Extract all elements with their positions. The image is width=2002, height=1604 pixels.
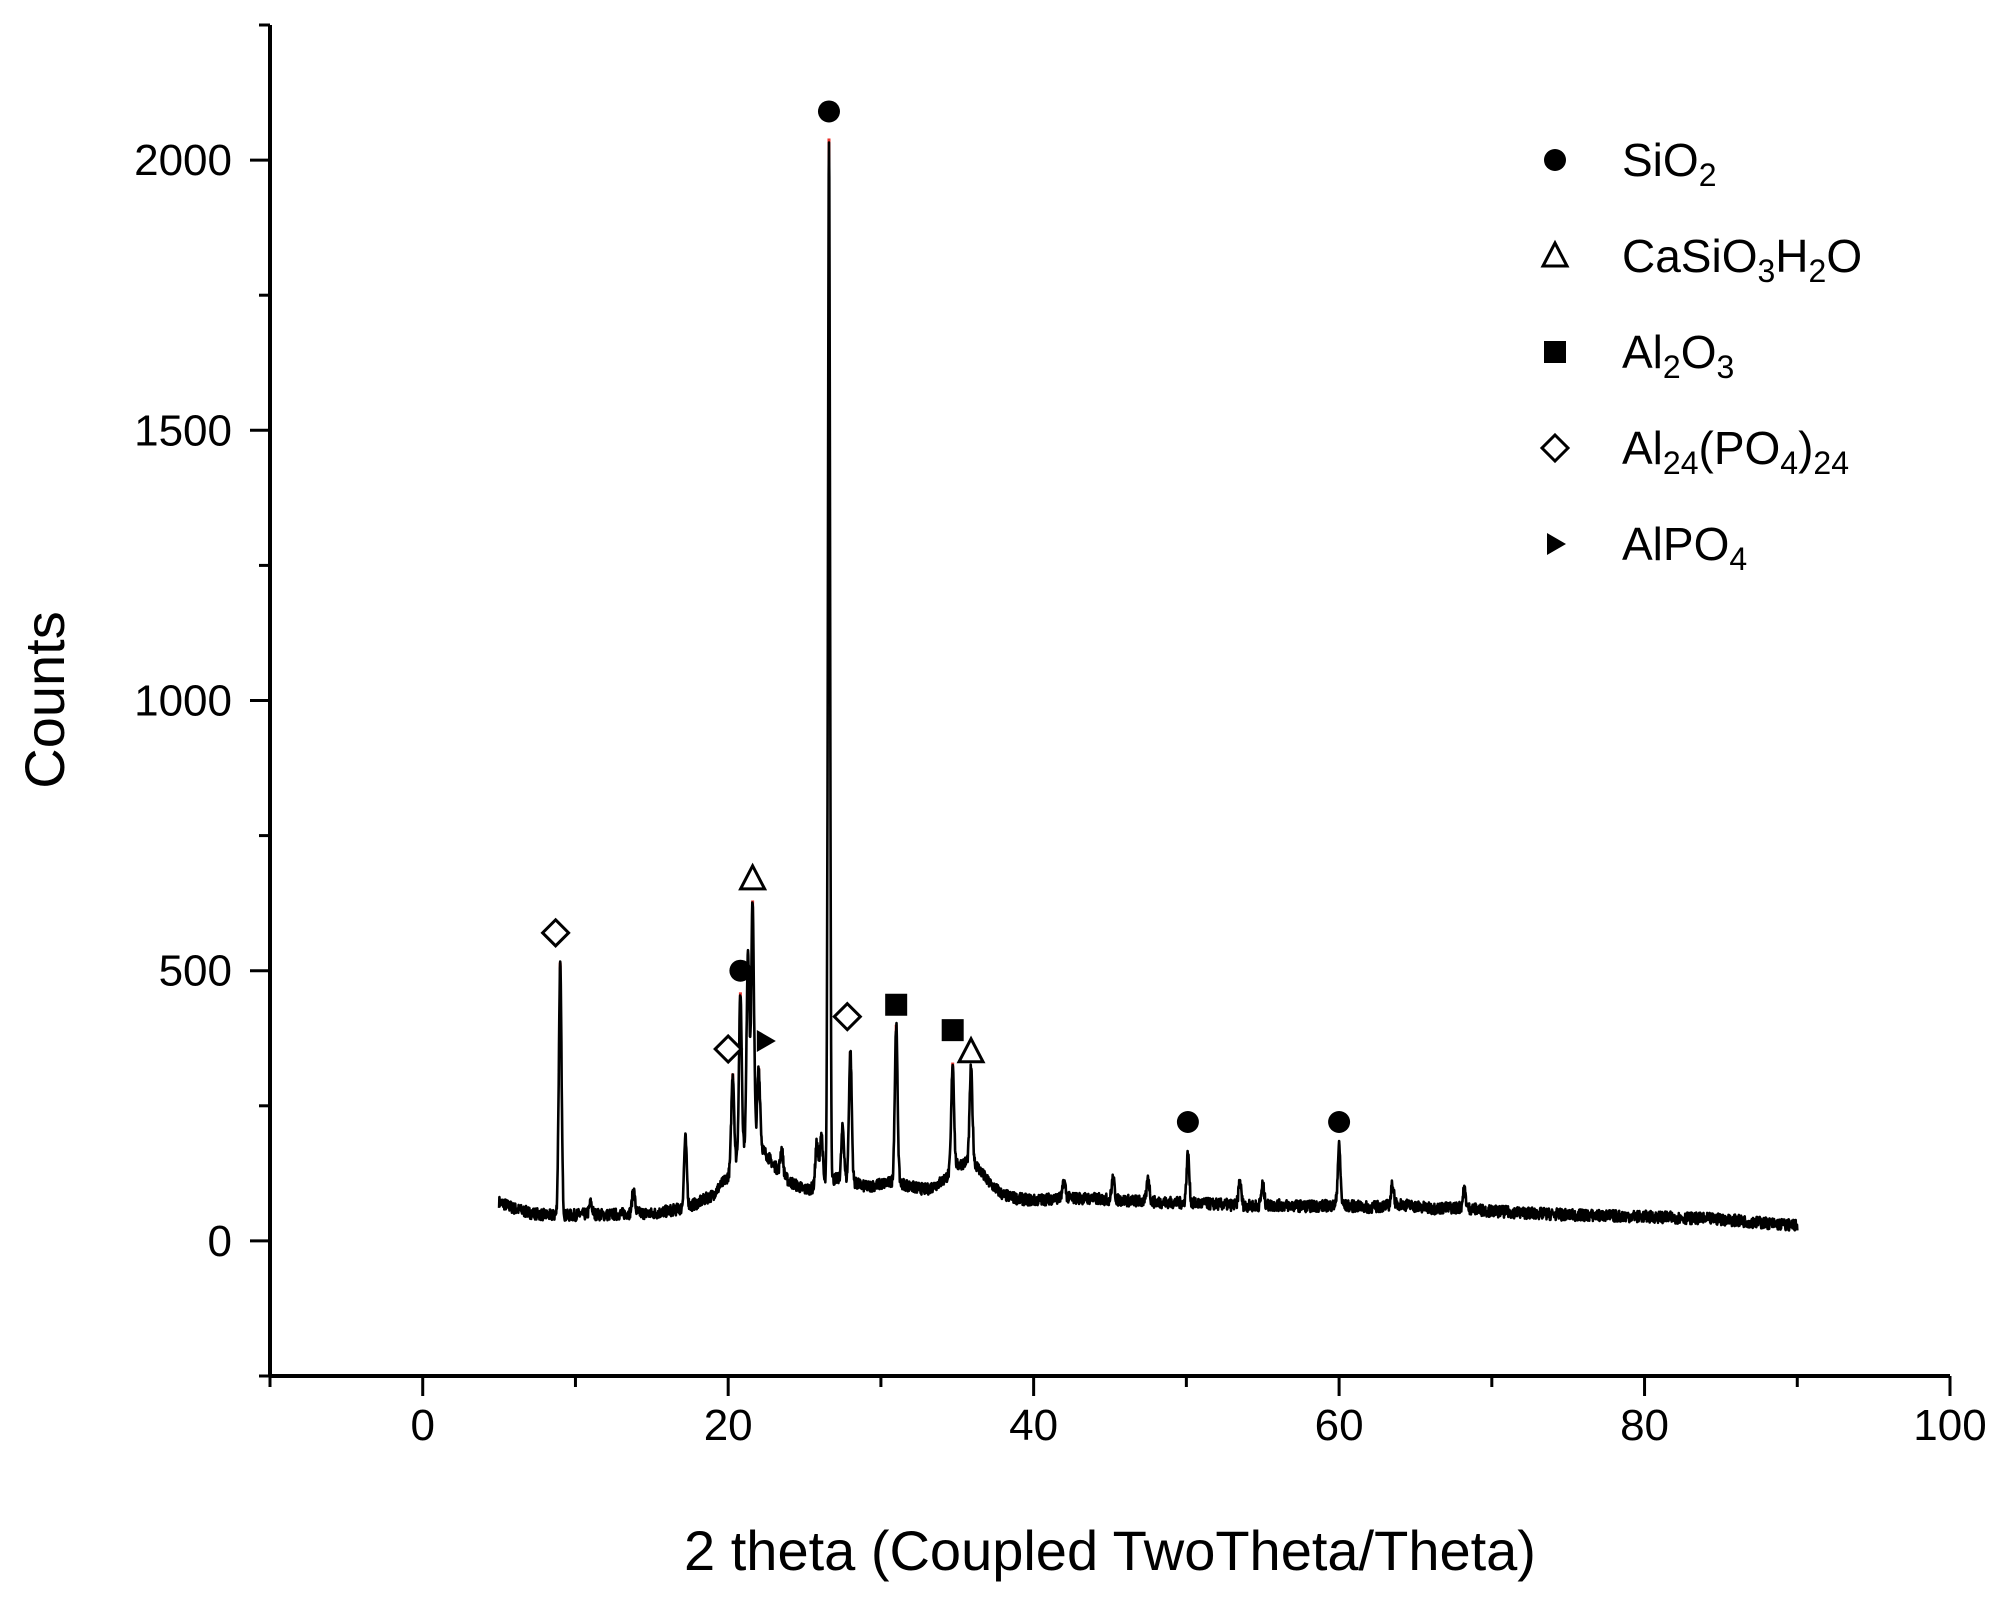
y-tick-label: 1500 [134,406,232,455]
legend: SiO2 CaSiO3H2O Al2O3 Al24(PO4)24 AlPO4 [1539,134,1862,577]
legend-label: CaSiO3H2O [1622,230,1862,289]
legend-open-diamond-icon [1539,432,1571,464]
peak-markers [540,100,1351,1134]
x-tick-label: 80 [1620,1401,1669,1450]
open-triangle-marker [738,862,768,891]
legend-label: SiO2 [1622,134,1716,193]
legend-label: Al2O3 [1622,326,1734,385]
legend-label: AlPO4 [1622,518,1747,577]
filled-right-triangle-marker [756,1029,776,1052]
legend-label: Al24(PO4)24 [1622,422,1849,481]
x-axis-title: 2 theta (Coupled TwoTheta/Theta) [684,1519,1536,1582]
x-tick-label: 20 [704,1401,753,1450]
y-tick-label: 2000 [134,136,232,185]
x-tick-label: 40 [1009,1401,1058,1450]
filled-square-marker [941,1019,964,1042]
open-diamond-marker [713,1033,744,1065]
filled-circle-marker [1328,1111,1351,1134]
filled-circle-marker [1176,1111,1199,1134]
y-tick-label: 0 [208,1217,232,1266]
y-tick-label: 1000 [134,677,232,726]
x-tick-label: 100 [1913,1401,1986,1450]
filled-circle-marker [817,100,840,123]
x-tick-label: 0 [410,1401,434,1450]
open-diamond-marker [540,917,571,948]
filled-circle-marker [729,959,752,982]
legend-filled-circle-icon [1544,149,1566,171]
filled-square-marker [885,993,908,1016]
axes [268,25,1950,1378]
y-tick-label: 500 [159,947,232,996]
open-triangle-marker [956,1035,986,1064]
x-tick-label: 60 [1315,1401,1364,1450]
reference-lines [558,138,973,1106]
open-diamond-marker [832,1001,863,1032]
legend-filled-right-triangle-icon [1547,533,1566,555]
diffraction-pattern-line [497,141,1799,1232]
ticks [250,23,1952,1396]
y-axis-title: Counts [13,611,76,788]
legend-open-triangle-icon [1540,239,1570,268]
legend-filled-square-icon [1544,341,1566,363]
